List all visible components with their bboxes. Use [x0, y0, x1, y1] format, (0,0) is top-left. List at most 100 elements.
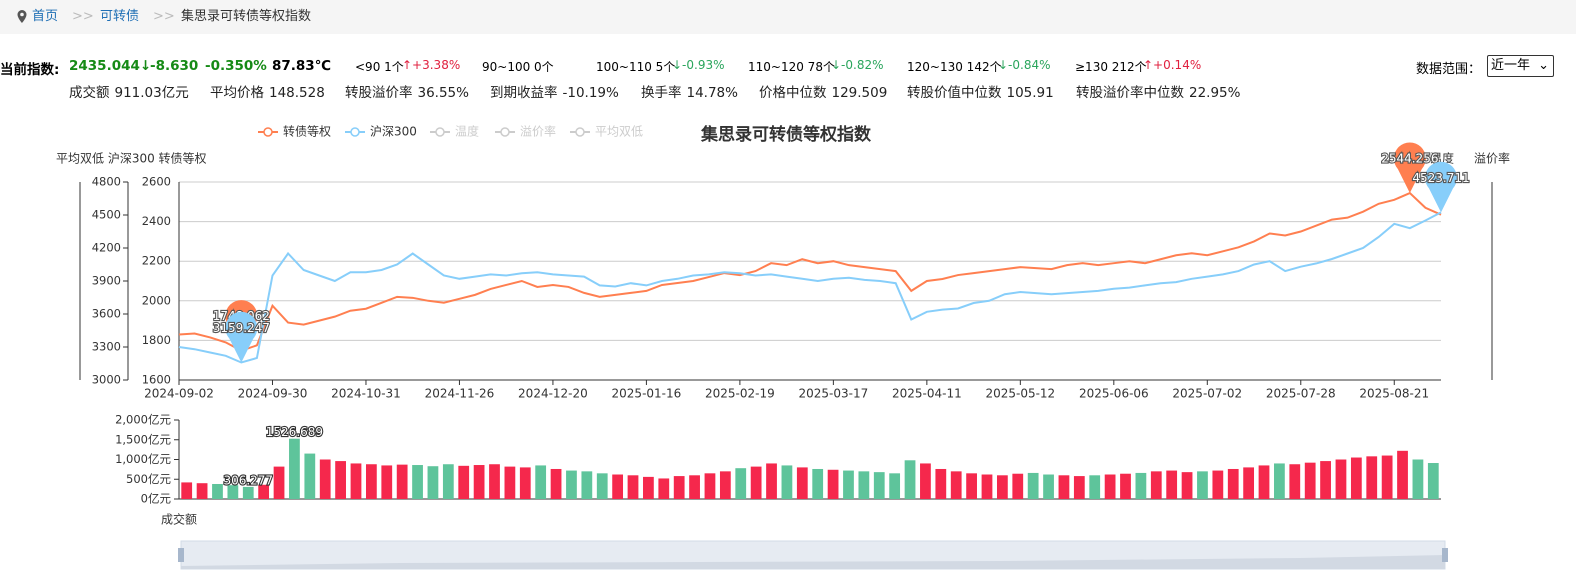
- legend-icon: [575, 127, 585, 137]
- bar: [381, 465, 393, 499]
- bar: [227, 485, 239, 499]
- bar: [873, 472, 885, 499]
- breadcrumb-link[interactable]: 可转债: [100, 9, 140, 24]
- legend-icon: [263, 127, 273, 137]
- x-tick-label: 2025-06-06: [1079, 387, 1149, 401]
- bar: [796, 467, 808, 499]
- y2-tick-label: 4200: [92, 241, 121, 255]
- bar-value-label: 1526.689: [266, 425, 323, 439]
- bar: [704, 473, 716, 499]
- metric-value: 911.03亿元: [114, 85, 189, 101]
- dropdown-arrow: ⌄: [1538, 58, 1549, 73]
- bar: [396, 464, 408, 499]
- y2-tick-label: 3300: [92, 340, 121, 354]
- bar: [920, 463, 931, 499]
- metric-label: 换手率 14.78%: [641, 85, 738, 101]
- bar: [1058, 475, 1070, 499]
- breadcrumb-link[interactable]: 首页: [32, 9, 59, 24]
- legend-label: 沪深300: [370, 125, 417, 139]
- bar: [581, 471, 593, 499]
- y-tick-label: 1,000亿元: [115, 452, 171, 466]
- bar: [212, 483, 223, 499]
- range-option[interactable]: 近一年: [1491, 58, 1531, 73]
- metric-label: 价格中位数 129.509: [759, 85, 888, 101]
- bar: [289, 438, 300, 499]
- slider-handle[interactable]: [178, 548, 184, 562]
- line-series: [178, 211, 1442, 364]
- metric-value: 36.55%: [417, 85, 469, 101]
- bar: [735, 468, 747, 499]
- y2-tick-label: 4500: [92, 208, 121, 222]
- bar: [627, 475, 639, 499]
- bar: [412, 465, 423, 499]
- y2-tick-label: 4800: [92, 175, 121, 189]
- bar: [350, 463, 362, 499]
- bar: [319, 459, 331, 499]
- y2-tick-label: 3000: [92, 373, 121, 387]
- bar: [1212, 470, 1224, 499]
- bar: [950, 471, 962, 499]
- bar: [1181, 472, 1193, 499]
- bar: [1073, 476, 1085, 499]
- bucket-range: 120~130 142个: [907, 60, 1002, 74]
- x-tick-label: 2024-09-30: [238, 387, 308, 401]
- bucket-change: ↓-0.93%: [672, 58, 725, 72]
- right-axis-label: 温度: [1430, 151, 1454, 166]
- bar: [1397, 450, 1408, 499]
- bucket-change: ↑+3.38%: [402, 58, 461, 72]
- marker-label: 2544.256: [1381, 152, 1438, 166]
- bar: [335, 461, 346, 499]
- y-tick-label: 2200: [142, 254, 171, 268]
- bar: [935, 468, 947, 499]
- bar: [858, 471, 870, 499]
- bucket-change: ↓-0.82%: [831, 58, 884, 72]
- y-tick-label: 500亿元: [126, 472, 171, 486]
- bar: [781, 465, 793, 499]
- index-value: 2435.044↓: [69, 58, 152, 74]
- marker-pin: [225, 311, 258, 363]
- breadcrumb: 首页 >> 可转债 >> 集思录可转债等权指数: [0, 0, 1576, 34]
- x-tick-label: 2025-05-12: [985, 387, 1055, 401]
- bar: [1320, 461, 1331, 499]
- bar: [473, 465, 485, 499]
- bar: [596, 473, 608, 499]
- bar: [827, 469, 839, 499]
- bar: [1427, 463, 1439, 499]
- bar: [750, 466, 762, 499]
- metric-value: 14.78%: [686, 85, 738, 101]
- bar: [1104, 474, 1116, 499]
- bar: [1012, 473, 1024, 499]
- bar: [981, 474, 993, 499]
- x-tick-label: 2025-04-11: [892, 387, 962, 401]
- legend-icon: [435, 127, 445, 137]
- index-label: 当前指数:: [0, 62, 60, 78]
- bucket-range: 110~120 78个: [748, 60, 835, 74]
- y-tick-label: 1600: [142, 373, 171, 387]
- y-tick-label: 2400: [142, 214, 171, 228]
- bar: [1027, 472, 1039, 499]
- right-axis-label: 溢价率: [1474, 151, 1510, 166]
- breadcrumb-sep: >>: [153, 9, 175, 24]
- index-change-pct: -0.350%: [205, 58, 267, 74]
- metric-value: 22.95%: [1189, 85, 1241, 101]
- bar: [658, 478, 670, 499]
- bar: [258, 484, 270, 499]
- location-icon: [17, 10, 27, 23]
- bar: [550, 468, 562, 499]
- bar: [966, 473, 977, 499]
- y-axis-label: 平均双低 沪深300 转债等权: [56, 151, 207, 166]
- range-select[interactable]: 近一年 ⌄: [1487, 55, 1554, 77]
- metric-value: 148.528: [269, 85, 325, 101]
- bar: [1381, 455, 1393, 499]
- x-tick-label: 2025-08-21: [1359, 387, 1429, 401]
- breadcrumb-current: 集思录可转债等权指数: [181, 9, 312, 24]
- bar: [1289, 464, 1301, 499]
- temperature: 87.83℃: [272, 58, 332, 74]
- slider-handle[interactable]: [1442, 548, 1448, 562]
- breadcrumb-sep: >>: [72, 9, 94, 24]
- legend-label: 转债等权: [283, 124, 331, 139]
- bar: [996, 475, 1008, 499]
- metric-label: 转股价值中位数 105.91: [907, 85, 1054, 101]
- metric-value: -10.19%: [562, 85, 619, 101]
